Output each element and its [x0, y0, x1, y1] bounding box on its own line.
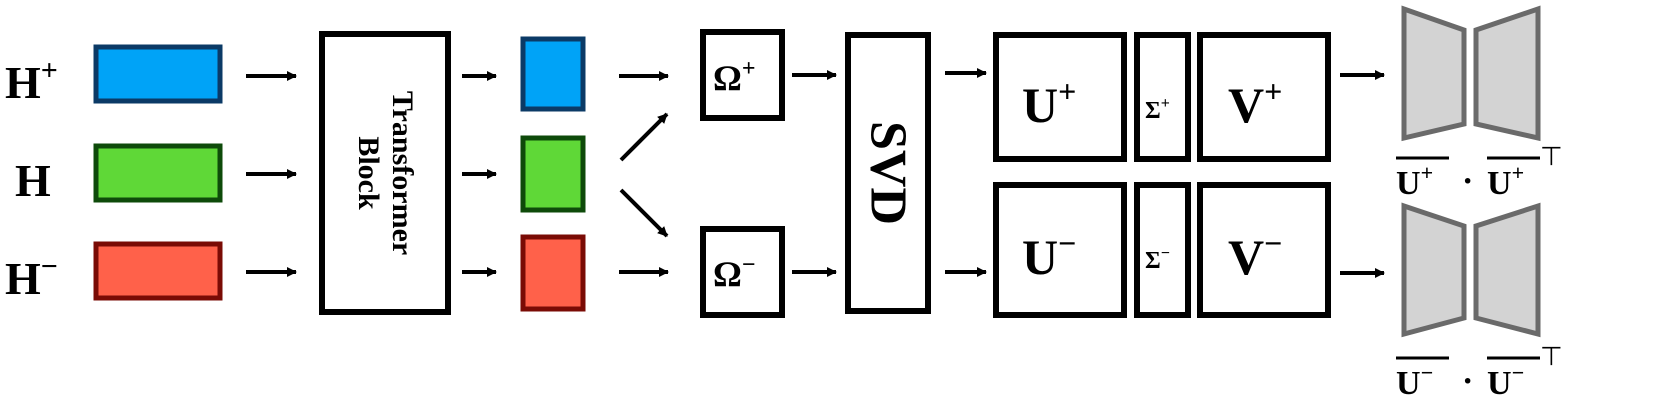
svg-text:Transformer: Transformer: [386, 91, 419, 255]
sigma-minus-label: Σ−: [1145, 245, 1170, 274]
sigma-minus-box: [1134, 182, 1191, 318]
svd-label: SVD: [860, 121, 917, 225]
u-minus-box: [993, 182, 1127, 318]
svg-text:⊤: ⊤: [1540, 142, 1563, 172]
input-embedding-h-plus: [93, 44, 223, 104]
bottleneck-plus: [1401, 5, 1541, 142]
transformer-block-label: Transformer Block: [352, 91, 419, 255]
omega-minus-label: Ω−: [713, 252, 756, 294]
v-plus-label: V+: [1228, 73, 1282, 133]
svg-text:·: ·: [1462, 363, 1473, 400]
svg-text:⊤: ⊤: [1540, 342, 1563, 372]
svd-block: [845, 32, 931, 314]
u-plus-label: U+: [1022, 73, 1076, 133]
v-minus-label: V−: [1228, 225, 1282, 285]
arrow-diagonal-to-omega-plus: [619, 112, 669, 162]
input-label-h: H: [15, 155, 51, 206]
v-plus-box: [1197, 32, 1331, 162]
output-embedding-h-minus: [520, 234, 586, 312]
bottleneck-minus: [1401, 202, 1541, 338]
omega-plus-box: [700, 29, 785, 121]
output-embedding-h: [520, 135, 586, 213]
input-label-h-plus: H+: [5, 54, 58, 108]
svg-text:U+: U+: [1396, 160, 1433, 202]
svg-text:U−: U−: [1396, 360, 1433, 402]
arrow-diagonal-to-omega-minus: [619, 188, 669, 238]
svg-text:U+: U+: [1487, 160, 1524, 202]
v-minus-box: [1197, 182, 1331, 318]
sigma-plus-label: Σ+: [1145, 95, 1170, 124]
svg-text:U−: U−: [1487, 360, 1524, 402]
projection-minus-label: U− · U− ⊤: [1396, 342, 1563, 402]
omega-plus-label: Ω+: [713, 56, 756, 98]
omega-minus-box: [700, 226, 785, 318]
input-embedding-h: [93, 143, 223, 203]
sigma-plus-box: [1134, 32, 1191, 162]
input-label-h-minus: H−: [5, 250, 58, 304]
output-embedding-h-plus: [520, 36, 586, 112]
transformer-block: [319, 31, 451, 315]
input-embedding-h-minus: [93, 241, 223, 301]
svg-text:Block: Block: [352, 136, 385, 210]
svg-text:·: ·: [1462, 163, 1473, 200]
u-plus-box: [993, 32, 1127, 162]
projection-plus-label: U+ · U+ ⊤: [1396, 142, 1563, 202]
u-minus-label: U−: [1022, 225, 1076, 285]
